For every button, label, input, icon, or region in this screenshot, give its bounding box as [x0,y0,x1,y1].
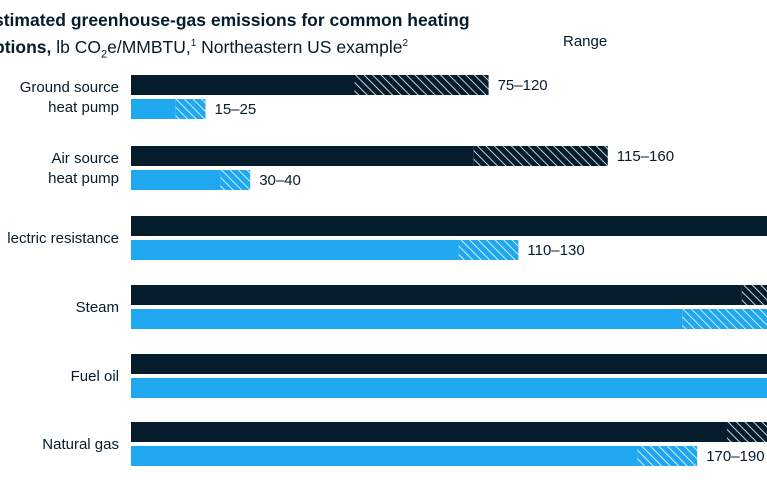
bar-value-label: 30–40 [259,172,301,189]
bar-solid [131,354,767,374]
bar-solid [131,240,459,260]
title-line-2-bold: ptions, [0,36,52,57]
category-label: lectric resistance [7,230,119,247]
bar-solid [131,216,767,236]
bar-solid [131,99,176,119]
category-label: Natural gas [42,436,119,453]
category-label: Air source [51,150,119,167]
bar-solid [131,285,742,305]
bar-value-label: 115–160 [617,148,674,165]
bar-solid [131,422,727,442]
bar-range-hatch [220,170,251,190]
range-column-header: Range [563,33,608,50]
bar-solid [131,75,355,95]
bar-solid [131,146,474,166]
bar-range-hatch [637,446,698,466]
title-units-part-2: e/MMBTU, [107,36,191,57]
bar-value-label: 110–130 [527,242,584,259]
title-units-subscript: 2 [100,48,108,61]
bar-value-label: 15–25 [215,101,257,118]
bar-range-hatch [458,240,519,260]
bar-range-hatch [682,309,767,329]
chart-title: stimated greenhouse-gas emissions for co… [0,9,470,66]
bar-range-hatch [473,146,608,166]
category-label: heat pump [48,99,119,116]
category-label: Ground source [20,79,119,96]
title-footnote-2: 2 [402,38,409,49]
category-label: heat pump [48,170,119,187]
bar-value-label: 75–120 [498,77,548,94]
category-label: Steam [76,299,119,316]
title-region: Northeastern US example [196,36,403,57]
title-units: lb CO2e/MMBTU,1 Northeastern US example2 [51,36,409,61]
bar-solid [131,446,638,466]
title-line-1: stimated greenhouse-gas emissions for co… [0,10,470,30]
bar-range-hatch [354,75,489,95]
title-units-part-1: lb CO [51,36,101,57]
bar-solid [131,170,221,190]
bar-range-hatch [727,422,767,442]
bar-range-hatch [175,99,206,119]
bar-solid [131,309,683,329]
category-label: Fuel oil [71,368,119,385]
bar-range-hatch [741,285,767,305]
bar-solid [131,378,767,398]
bar-value-label: 170–190 [706,448,764,465]
title-footnote-1: 1 [190,38,197,49]
